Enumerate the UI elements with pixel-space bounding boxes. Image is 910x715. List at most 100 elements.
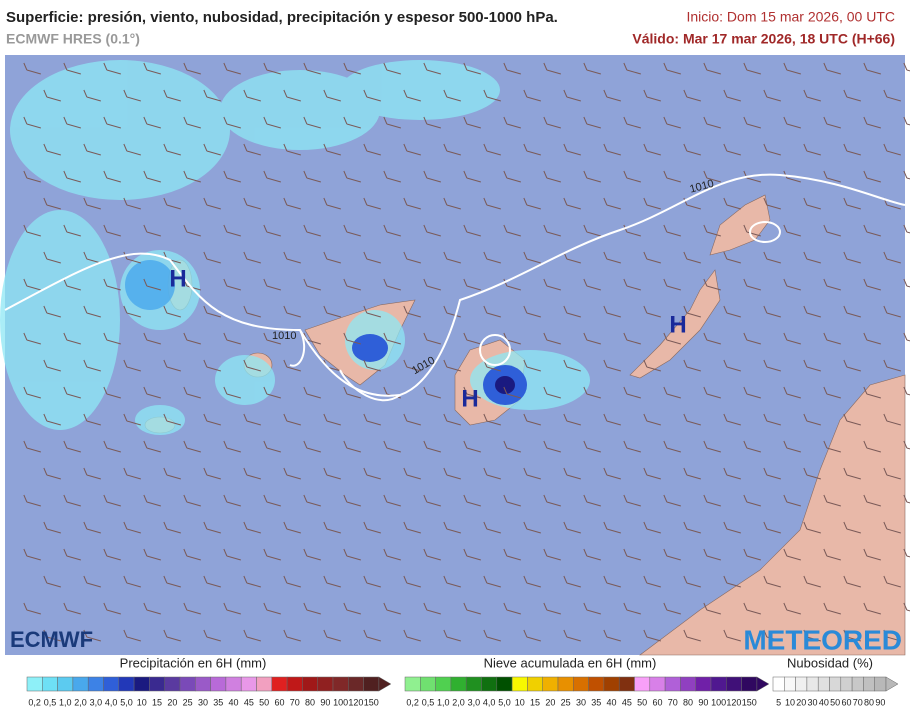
legend-swatch xyxy=(271,676,288,692)
wind-barb xyxy=(383,602,401,615)
wind-barb xyxy=(43,629,61,642)
wind-barb xyxy=(543,440,561,453)
wind-barb xyxy=(823,602,841,615)
wind-barb xyxy=(743,62,761,75)
high-pressure: H xyxy=(461,385,478,412)
wind-barb xyxy=(183,332,201,345)
wind-barb xyxy=(323,629,341,642)
legend-swatch xyxy=(164,676,181,692)
wind-barb xyxy=(363,143,381,156)
wind-barb xyxy=(503,440,521,453)
wind-barb xyxy=(103,62,121,75)
wind-barb xyxy=(543,116,561,129)
wind-barb xyxy=(283,467,301,480)
wind-barb xyxy=(303,440,321,453)
legend-arrow xyxy=(885,676,899,692)
wind-barb xyxy=(23,602,41,615)
wind-barb xyxy=(643,89,661,102)
wind-barb xyxy=(703,170,721,183)
wind-barb xyxy=(363,359,381,372)
wind-barb xyxy=(903,440,910,450)
wind-barb xyxy=(383,170,401,183)
wind-barb xyxy=(783,440,801,453)
wind-barb xyxy=(623,602,641,615)
wind-barb xyxy=(23,116,41,129)
wind-barb xyxy=(83,521,101,534)
wind-barb xyxy=(103,224,121,237)
wind-barb xyxy=(223,386,241,399)
legend-arrow xyxy=(378,676,392,692)
wind-barb xyxy=(743,386,761,399)
wind-barb xyxy=(803,413,821,426)
high-pressure: H xyxy=(669,311,686,338)
wind-barb xyxy=(183,62,201,75)
legend-swatch xyxy=(481,676,498,692)
wind-barb xyxy=(423,170,441,183)
wind-barb xyxy=(283,89,301,102)
wind-barb xyxy=(63,548,81,561)
wind-barb xyxy=(183,224,201,237)
wind-barb xyxy=(823,62,841,75)
legend-label: 90 xyxy=(698,697,708,707)
legend-label: 25 xyxy=(561,697,571,707)
wind-barb xyxy=(103,440,121,453)
wind-barb xyxy=(623,440,641,453)
wind-barb xyxy=(103,116,121,129)
wind-barb xyxy=(343,386,361,399)
wind-barb xyxy=(743,440,761,453)
wind-barb xyxy=(643,521,661,534)
wind-barb xyxy=(363,89,381,102)
legend-label: 1,0 xyxy=(59,697,72,707)
wind-barb xyxy=(643,305,661,318)
wind-barb xyxy=(423,494,441,507)
wind-barb xyxy=(523,521,541,534)
high-pressure: H xyxy=(169,265,186,292)
wind-barb xyxy=(123,629,141,642)
wind-barb xyxy=(463,332,481,345)
legend-label: 25 xyxy=(183,697,193,707)
wind-barb xyxy=(623,386,641,399)
wind-barb xyxy=(863,440,881,453)
legend-label: 35 xyxy=(591,697,601,707)
wind-barb xyxy=(223,278,241,291)
wind-barb xyxy=(863,116,881,129)
wind-barb xyxy=(143,440,161,453)
wind-barb xyxy=(443,89,461,102)
legend-label: 60 xyxy=(274,697,284,707)
wind-barb xyxy=(443,521,461,534)
wind-barb xyxy=(423,602,441,615)
wind-barb xyxy=(503,548,521,561)
wind-barb xyxy=(563,521,581,534)
wind-barb xyxy=(283,629,301,642)
wind-barb xyxy=(903,62,910,72)
wind-barb xyxy=(603,359,621,372)
wind-barb xyxy=(163,359,181,372)
wind-barb xyxy=(583,332,601,345)
wind-barb xyxy=(523,629,541,642)
wind-barb xyxy=(423,386,441,399)
wind-barb xyxy=(383,116,401,129)
wind-barb xyxy=(303,494,321,507)
wind-barb xyxy=(483,197,501,210)
legend-label: 80 xyxy=(305,697,315,707)
wind-barb xyxy=(583,116,601,129)
legend-swatch xyxy=(87,676,104,692)
wind-barb xyxy=(843,629,861,642)
wind-barb xyxy=(103,602,121,615)
wind-barb xyxy=(263,224,281,237)
wind-barb xyxy=(203,305,221,318)
wind-barb xyxy=(23,170,41,183)
wind-barb xyxy=(723,467,741,480)
legend-swatch xyxy=(840,676,853,692)
wind-barb xyxy=(823,440,841,453)
legend-label: 15 xyxy=(152,697,162,707)
wind-barb xyxy=(163,413,181,426)
legend-swatch xyxy=(72,676,89,692)
wind-barb xyxy=(263,494,281,507)
wind-barb xyxy=(763,305,781,318)
wind-barb xyxy=(903,602,910,612)
legend-label: 0,5 xyxy=(44,697,57,707)
legend-label: 20 xyxy=(167,697,177,707)
wind-barb xyxy=(783,116,801,129)
